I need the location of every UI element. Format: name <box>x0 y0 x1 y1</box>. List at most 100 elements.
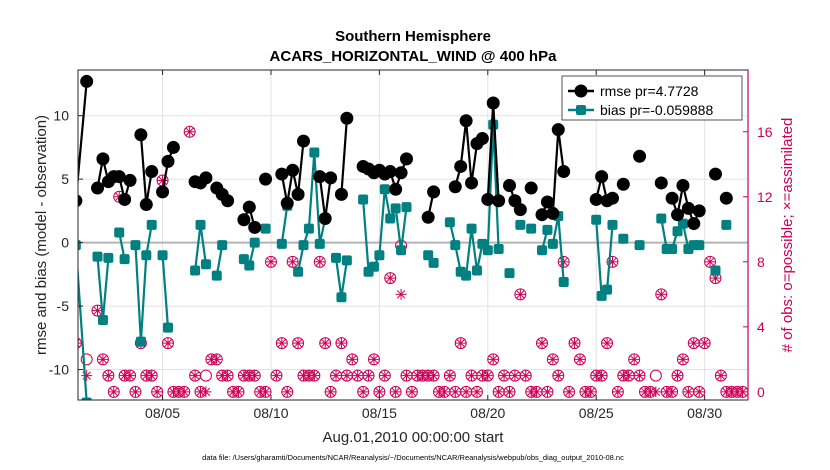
obs-assimilated-marker <box>585 386 597 398</box>
rmse-point <box>334 187 348 201</box>
obs-assimilated-stroke <box>516 290 525 299</box>
bias-point <box>303 223 314 234</box>
obs-assimilated-stroke <box>93 306 102 315</box>
rmse-point <box>389 182 403 196</box>
obs-assimilated-stroke <box>673 371 682 380</box>
rmse-point <box>589 192 603 206</box>
obs-assimilated-stroke <box>483 371 493 380</box>
obs-assimilated-marker <box>346 353 358 365</box>
bias-point <box>81 397 92 400</box>
x-tick-label: 08/15 <box>362 405 397 421</box>
bias-point <box>331 252 342 263</box>
bias-point <box>461 270 472 281</box>
obs-assimilated-stroke <box>185 127 194 137</box>
bias-point <box>710 265 721 276</box>
bias-point <box>390 203 401 214</box>
rmse-point <box>540 195 554 209</box>
obs-assimilated-stroke <box>163 338 173 348</box>
obs-assimilated-stroke <box>586 387 596 397</box>
obs-assimilated-stroke <box>554 371 563 380</box>
obs-assimilated-stroke <box>716 371 726 380</box>
legend: rmse pr=4.7728 bias pr=-0.059888 <box>561 75 743 121</box>
obs-assimilated-stroke <box>559 257 568 267</box>
obs-assimilated-stroke <box>190 371 200 380</box>
obs-assimilated-stroke <box>456 338 465 348</box>
rmse-point <box>78 194 83 207</box>
obs-assimilated-stroke <box>548 355 558 364</box>
rmse-point <box>551 123 565 137</box>
rmse-point <box>280 196 294 210</box>
bias-point <box>336 292 347 303</box>
obs-assimilated-marker <box>699 337 711 349</box>
obs-assimilated-marker <box>569 337 581 349</box>
rmse-point <box>166 140 180 154</box>
legend-bias-label: bias pr=-0.059888 <box>600 102 713 118</box>
bias-line-segment <box>134 224 153 343</box>
bias-point <box>401 202 412 213</box>
obs-assimilated-stroke <box>461 387 471 397</box>
obs-assimilated-marker <box>449 386 461 398</box>
x-tick-label: 08/10 <box>253 405 288 421</box>
obs-assimilated-stroke <box>125 371 135 380</box>
chart-subtitle: ACARS_HORIZONTAL_WIND @ 400 hPa <box>270 48 558 65</box>
obs-assimilated-stroke <box>337 338 346 348</box>
obs-assimilated-stroke <box>575 355 585 364</box>
obs-assimilated-stroke <box>429 371 438 380</box>
obs-assimilated-stroke <box>700 338 709 348</box>
obs-assimilated-marker <box>628 353 640 365</box>
obs-assimilated-stroke <box>277 338 287 348</box>
obs-assimilated-stroke <box>380 371 390 380</box>
obs-assimilated-stroke <box>705 257 715 267</box>
rmse-point <box>199 171 213 185</box>
obs-assimilated-stroke <box>152 387 162 397</box>
bias-point <box>374 250 385 261</box>
rmse-point <box>112 170 126 184</box>
obs-assimilated-marker <box>514 288 526 300</box>
obs-assimilated-marker <box>438 386 450 398</box>
obs-assimilated-stroke <box>147 371 156 380</box>
bias-point <box>618 233 629 244</box>
bias-point <box>260 223 271 234</box>
rmse-point <box>118 192 132 206</box>
bias-point <box>385 213 396 224</box>
bias-point <box>602 284 613 295</box>
obs-assimilated-stroke <box>657 290 666 299</box>
obs-assimilated-marker <box>547 353 559 365</box>
obs-assimilated-stroke <box>451 387 460 397</box>
obs-assimilated-stroke <box>613 387 623 397</box>
rmse-point <box>421 210 435 224</box>
obs-assimilated-marker <box>688 337 700 349</box>
obs-assimilated-marker <box>211 353 223 365</box>
legend-rmse-label: rmse pr=4.7728 <box>600 83 699 99</box>
obs-assimilated-stroke <box>250 371 259 380</box>
bias-point <box>146 219 157 230</box>
bias-line-segment <box>161 255 170 328</box>
rmse-point <box>139 198 153 212</box>
obs-assimilated-marker <box>189 370 201 382</box>
bias-point <box>515 219 526 230</box>
rmse-point <box>96 152 110 166</box>
obs-assimilated-stroke <box>342 371 352 380</box>
rmse-point <box>546 206 560 220</box>
obs-assimilated-marker <box>682 386 694 398</box>
obs-assimilated-marker <box>270 370 282 382</box>
obs-assimilated-marker <box>78 338 82 348</box>
bias-point <box>721 219 732 230</box>
obs-assimilated-stroke <box>364 371 373 380</box>
rmse-point <box>502 179 516 192</box>
obs-assimilated-stroke <box>402 371 411 380</box>
rmse-point <box>524 181 538 195</box>
obs-assimilated-marker <box>498 370 510 382</box>
obs-assimilated-stroke <box>109 387 119 397</box>
rmse-point <box>237 213 251 227</box>
obs-assimilated-marker <box>503 386 515 398</box>
rmse-point <box>340 111 354 125</box>
obs-assimilated-stroke <box>315 257 325 267</box>
obs-assimilated-marker <box>552 370 564 382</box>
obs-assimilated-marker <box>482 370 494 382</box>
obs-assimilated-marker <box>373 386 385 398</box>
obs-assimilated-marker <box>677 353 689 365</box>
obs-assimilated-stroke <box>440 387 449 397</box>
obs-assimilated-marker <box>281 386 293 398</box>
obs-assimilated-stroke <box>282 387 292 397</box>
